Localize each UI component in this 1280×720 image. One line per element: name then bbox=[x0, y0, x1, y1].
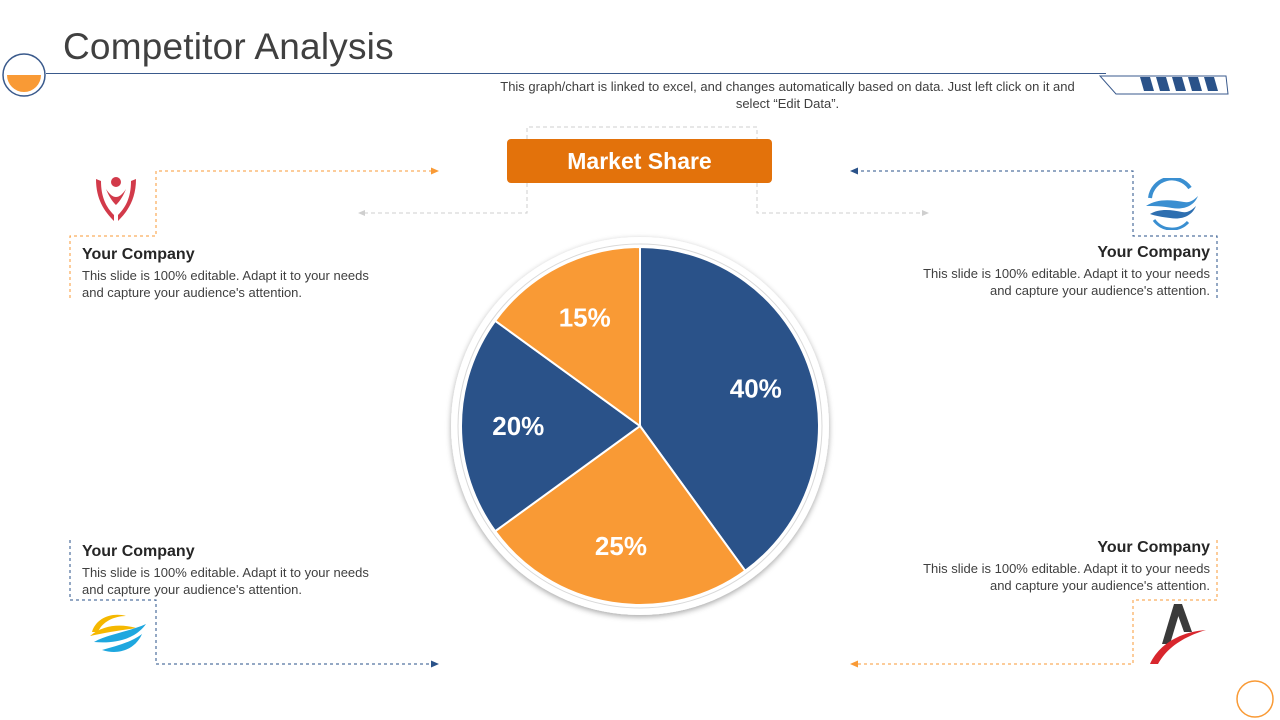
market-share-pie-chart: 40% 25% 20% 15% bbox=[451, 237, 829, 615]
title-underline bbox=[46, 73, 1106, 74]
pie-slice-4 bbox=[493, 245, 641, 428]
company-name: Your Company bbox=[1097, 539, 1210, 556]
tulip-person-logo-icon bbox=[96, 177, 136, 221]
pie-slice-2 bbox=[493, 424, 747, 606]
pie-slice-3 bbox=[460, 319, 642, 533]
company-block-bottom-right: Your Company This slide is 100% editable… bbox=[920, 539, 1210, 594]
company-block-top-right: Your Company This slide is 100% editable… bbox=[920, 244, 1210, 299]
pie-slice-label-1: 40% bbox=[730, 373, 782, 403]
pie-slice-label-4: 15% bbox=[559, 303, 611, 333]
company-description: This slide is 100% editable. Adapt it to… bbox=[923, 266, 1210, 298]
pie-slice-label-3: 20% bbox=[492, 411, 544, 441]
company-name: Your Company bbox=[1097, 244, 1210, 261]
wave-globe-logo-icon bbox=[1146, 178, 1198, 230]
swoosh-circle-logo-icon bbox=[90, 614, 146, 653]
company-description: This slide is 100% editable. Adapt it to… bbox=[82, 565, 369, 597]
company-block-top-left: Your Company This slide is 100% editable… bbox=[82, 246, 372, 301]
company-name: Your Company bbox=[82, 246, 195, 263]
corner-circle-bottom-right bbox=[1236, 680, 1274, 718]
corner-circle-top-left bbox=[2, 53, 46, 97]
company-description: This slide is 100% editable. Adapt it to… bbox=[82, 268, 369, 300]
banner-connectors bbox=[358, 126, 929, 216]
header-stripe-decoration bbox=[1098, 75, 1229, 95]
pie-slice-label-2: 25% bbox=[595, 531, 647, 561]
company-block-bottom-left: Your Company This slide is 100% editable… bbox=[82, 543, 372, 598]
pie-slice-1 bbox=[639, 245, 820, 573]
company-description: This slide is 100% editable. Adapt it to… bbox=[923, 561, 1210, 593]
slide-subtitle: This graph/chart is linked to excel, and… bbox=[500, 79, 1075, 111]
letter-a-logo-icon bbox=[1150, 604, 1206, 664]
market-share-banner: Market Share bbox=[507, 139, 772, 183]
page-title: Competitor Analysis bbox=[63, 26, 394, 67]
company-name: Your Company bbox=[82, 543, 195, 560]
